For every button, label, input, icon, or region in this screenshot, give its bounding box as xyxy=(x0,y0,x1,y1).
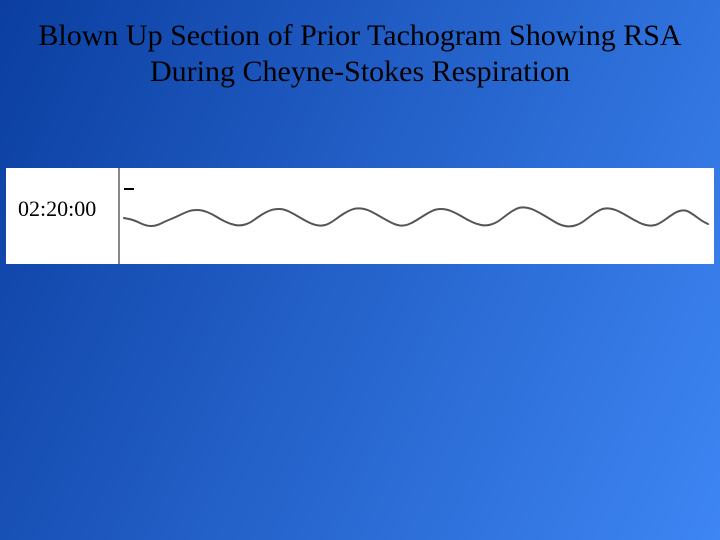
tachogram-chart: 02:20:00 xyxy=(6,168,714,264)
slide: Blown Up Section of Prior Tachogram Show… xyxy=(0,0,720,540)
tachogram-line xyxy=(6,168,714,264)
slide-title: Blown Up Section of Prior Tachogram Show… xyxy=(0,18,720,90)
